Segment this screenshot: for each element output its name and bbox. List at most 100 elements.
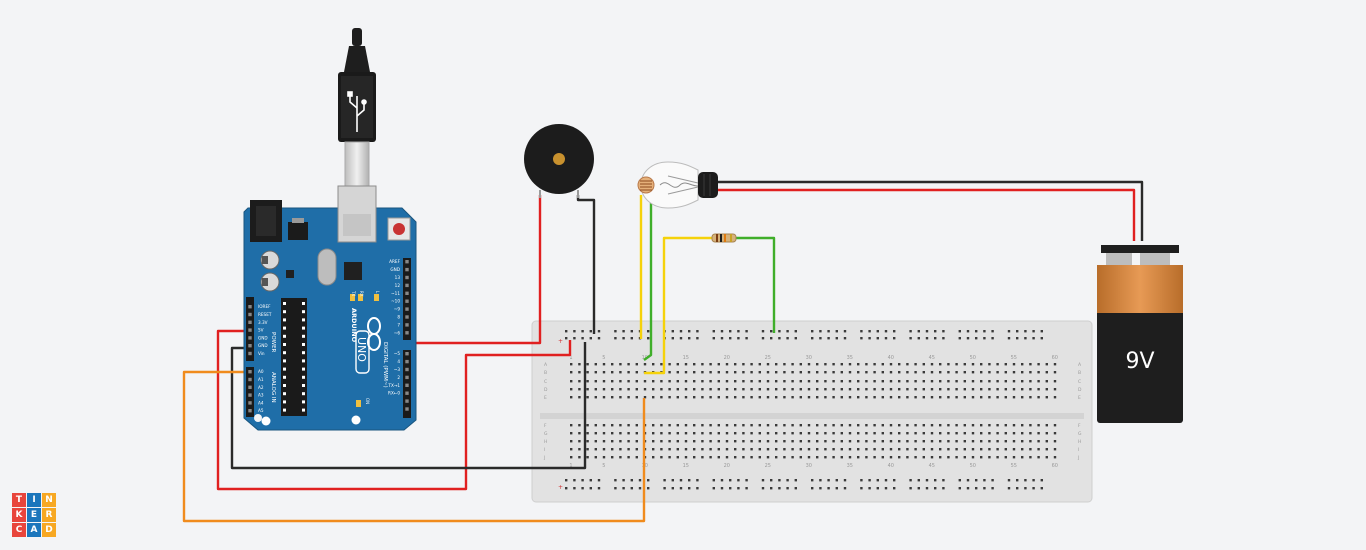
rail-hole[interactable] <box>884 487 888 490</box>
bb-hole[interactable] <box>791 440 794 443</box>
resistor[interactable] <box>711 233 737 243</box>
bb-hole[interactable] <box>947 363 950 366</box>
rail-hole[interactable] <box>893 479 896 482</box>
bb-hole[interactable] <box>717 448 720 451</box>
bb-hole[interactable] <box>807 448 811 451</box>
bb-hole[interactable] <box>594 456 597 459</box>
bb-hole[interactable] <box>602 371 606 374</box>
bb-hole[interactable] <box>766 380 770 383</box>
bb-hole[interactable] <box>725 424 729 427</box>
breadboard[interactable]: 1155101015152020252530303535404045455050… <box>531 320 1093 503</box>
bb-hole[interactable] <box>578 456 581 459</box>
rail-hole[interactable] <box>893 330 896 333</box>
bb-hole[interactable] <box>914 371 917 374</box>
rail-hole[interactable] <box>811 487 814 490</box>
rail-hole[interactable] <box>876 487 879 490</box>
header-pin[interactable] <box>405 291 409 295</box>
bb-hole[interactable] <box>783 424 786 427</box>
bb-hole[interactable] <box>865 363 868 366</box>
header-pin[interactable] <box>248 370 252 374</box>
rail-hole[interactable] <box>565 337 568 340</box>
bb-hole[interactable] <box>652 424 655 427</box>
bb-hole[interactable] <box>570 456 573 459</box>
bb-hole[interactable] <box>840 448 843 451</box>
bb-hole[interactable] <box>635 448 638 451</box>
rail-hole[interactable] <box>975 487 978 490</box>
bb-hole[interactable] <box>676 440 679 443</box>
bb-hole[interactable] <box>807 388 811 391</box>
bb-hole[interactable] <box>611 363 614 366</box>
bb-hole[interactable] <box>922 396 925 399</box>
header-pin[interactable] <box>248 401 252 405</box>
bb-hole[interactable] <box>725 432 729 435</box>
bb-hole[interactable] <box>988 388 991 391</box>
bb-hole[interactable] <box>750 396 753 399</box>
bb-hole[interactable] <box>865 396 868 399</box>
bb-hole[interactable] <box>701 371 704 374</box>
bb-hole[interactable] <box>971 371 975 374</box>
rail-hole[interactable] <box>565 330 568 333</box>
usb-cable[interactable] <box>338 28 376 187</box>
bb-hole[interactable] <box>832 440 835 443</box>
bb-hole[interactable] <box>791 388 794 391</box>
bb-hole[interactable] <box>766 424 770 427</box>
bb-hole[interactable] <box>840 456 843 459</box>
bb-hole[interactable] <box>701 363 704 366</box>
bb-hole[interactable] <box>1045 456 1048 459</box>
rail-hole[interactable] <box>991 479 994 482</box>
bb-hole[interactable] <box>627 380 630 383</box>
bb-hole[interactable] <box>1004 440 1007 443</box>
bb-hole[interactable] <box>799 380 802 383</box>
bb-hole[interactable] <box>1045 432 1048 435</box>
bb-hole[interactable] <box>570 424 573 427</box>
bb-hole[interactable] <box>816 396 819 399</box>
bb-hole[interactable] <box>635 380 638 383</box>
bb-hole[interactable] <box>832 396 835 399</box>
bb-hole[interactable] <box>963 388 966 391</box>
rail-hole[interactable] <box>925 479 929 482</box>
bb-hole[interactable] <box>816 388 819 391</box>
rail-hole[interactable] <box>745 337 748 340</box>
rail-hole[interactable] <box>925 337 929 340</box>
bb-hole[interactable] <box>742 388 745 391</box>
bb-hole[interactable] <box>988 448 991 451</box>
bb-hole[interactable] <box>725 388 729 391</box>
header-pin[interactable] <box>405 275 409 280</box>
rail-hole[interactable] <box>720 337 724 340</box>
rail-hole[interactable] <box>827 487 830 490</box>
rail-hole[interactable] <box>614 330 617 333</box>
analog-header[interactable] <box>246 367 254 417</box>
bb-hole[interactable] <box>816 456 819 459</box>
rail-hole[interactable] <box>729 337 732 340</box>
bb-hole[interactable] <box>1045 440 1048 443</box>
bb-hole[interactable] <box>971 424 975 427</box>
bb-hole[interactable] <box>611 448 614 451</box>
bb-hole[interactable] <box>898 380 901 383</box>
bb-hole[interactable] <box>1037 432 1040 435</box>
bb-hole[interactable] <box>939 388 942 391</box>
header-pin[interactable] <box>405 307 409 311</box>
bb-hole[interactable] <box>570 380 573 383</box>
rail-hole[interactable] <box>843 487 847 490</box>
rail-hole[interactable] <box>860 479 863 482</box>
bb-hole[interactable] <box>1012 371 1016 374</box>
rail-hole[interactable] <box>720 330 724 333</box>
bb-hole[interactable] <box>693 396 696 399</box>
bb-hole[interactable] <box>914 440 917 443</box>
bb-hole[interactable] <box>684 432 688 435</box>
bb-hole[interactable] <box>783 396 786 399</box>
bb-hole[interactable] <box>922 456 925 459</box>
bb-hole[interactable] <box>717 363 720 366</box>
bb-hole[interactable] <box>939 456 942 459</box>
bb-hole[interactable] <box>848 448 852 451</box>
rail-hole[interactable] <box>794 487 797 490</box>
bb-hole[interactable] <box>939 380 942 383</box>
bb-hole[interactable] <box>1021 448 1024 451</box>
bb-hole[interactable] <box>1029 432 1032 435</box>
bb-hole[interactable] <box>742 371 745 374</box>
bb-hole[interactable] <box>922 440 925 443</box>
bb-hole[interactable] <box>955 388 958 391</box>
rail-hole[interactable] <box>581 330 584 333</box>
bb-hole[interactable] <box>1053 432 1057 435</box>
rail-hole[interactable] <box>1032 330 1035 333</box>
